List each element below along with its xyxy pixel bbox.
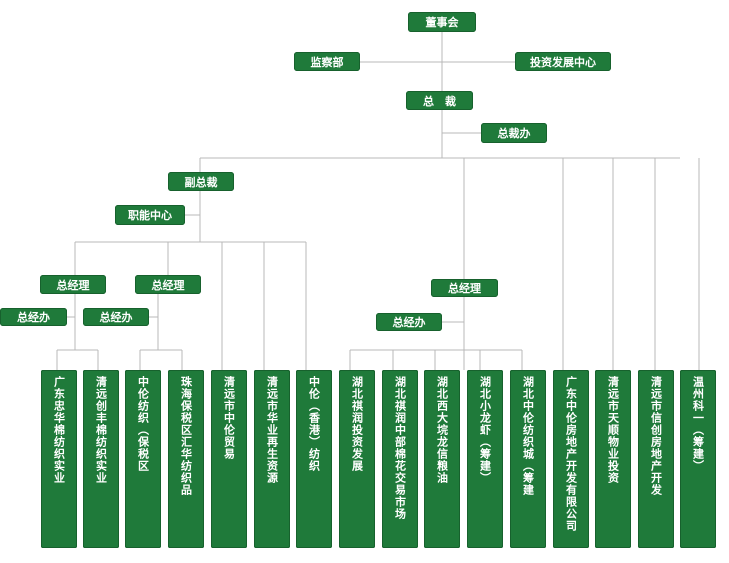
gm-office-box-1: 总经办 bbox=[0, 308, 67, 326]
subsidiary-box: 广东中伦房地产开发有限公司 bbox=[553, 370, 589, 548]
subsidiary-label: 温州科一（筹建） bbox=[691, 376, 705, 472]
subsidiary-box: 珠海保税区汇华纺织品 bbox=[168, 370, 204, 548]
subsidiary-box: 中伦纺织（保税区 bbox=[125, 370, 161, 548]
subsidiary-box: 中伦（香港）纺织 bbox=[296, 370, 332, 548]
vice-president-box: 副总裁 bbox=[168, 172, 234, 191]
general-manager-box-1: 总经理 bbox=[40, 275, 106, 294]
subsidiary-label: 珠海保税区汇华纺织品 bbox=[179, 376, 193, 496]
function-center-box: 职能中心 bbox=[115, 205, 185, 225]
subsidiary-box: 湖北中伦纺织城（筹建 bbox=[510, 370, 546, 548]
supervision-dept-box: 监察部 bbox=[294, 52, 360, 71]
subsidiary-box: 清远市中伦贸易 bbox=[211, 370, 247, 548]
subsidiary-label: 湖北西大垸龙信粮油 bbox=[435, 376, 449, 484]
subsidiary-label: 湖北中伦纺织城（筹建 bbox=[521, 376, 535, 496]
subsidiary-box: 湖北祺润投资发展 bbox=[339, 370, 375, 548]
subsidiary-label: 湖北祺润投资发展 bbox=[350, 376, 364, 472]
subsidiary-label: 清远市华业再生资源 bbox=[265, 376, 279, 484]
subsidiary-box: 湖北西大垸龙信粮油 bbox=[424, 370, 460, 548]
general-manager-box-3: 总经理 bbox=[431, 279, 498, 297]
general-manager-box-2: 总经理 bbox=[135, 275, 201, 294]
subsidiary-box: 湖北祺润中部棉花交易市场 bbox=[382, 370, 418, 548]
board-box: 董事会 bbox=[408, 12, 476, 32]
subsidiary-label: 湖北小龙虾（筹建） bbox=[478, 376, 492, 484]
subsidiary-box: 温州科一（筹建） bbox=[680, 370, 716, 548]
subsidiary-label: 清远市中伦贸易 bbox=[222, 376, 236, 460]
president-office-box: 总裁办 bbox=[481, 123, 547, 143]
gm-office-box-2: 总经办 bbox=[83, 308, 149, 326]
subsidiary-box: 广东忠华棉纺织实业 bbox=[41, 370, 77, 548]
president-box: 总 裁 bbox=[406, 91, 473, 110]
gm-office-box-3: 总经办 bbox=[376, 313, 442, 331]
subsidiary-label: 中伦纺织（保税区 bbox=[136, 376, 150, 472]
subsidiary-box: 清远市华业再生资源 bbox=[254, 370, 290, 548]
subsidiary-box: 清远市信创房地产开发 bbox=[638, 370, 674, 548]
subsidiary-box: 清远创丰棉纺织实业 bbox=[83, 370, 119, 548]
subsidiary-label: 广东中伦房地产开发有限公司 bbox=[564, 376, 578, 532]
subsidiary-box: 清远市天顺物业投资 bbox=[595, 370, 631, 548]
subsidiary-label: 清远创丰棉纺织实业 bbox=[94, 376, 108, 484]
subsidiary-label: 清远市天顺物业投资 bbox=[606, 376, 620, 484]
subsidiary-box: 湖北小龙虾（筹建） bbox=[467, 370, 503, 548]
subsidiary-label: 中伦（香港）纺织 bbox=[307, 376, 321, 472]
subsidiary-label: 清远市信创房地产开发 bbox=[649, 376, 663, 496]
subsidiary-label: 湖北祺润中部棉花交易市场 bbox=[393, 376, 407, 520]
investment-center-box: 投资发展中心 bbox=[515, 52, 611, 71]
subsidiary-label: 广东忠华棉纺织实业 bbox=[52, 376, 66, 484]
